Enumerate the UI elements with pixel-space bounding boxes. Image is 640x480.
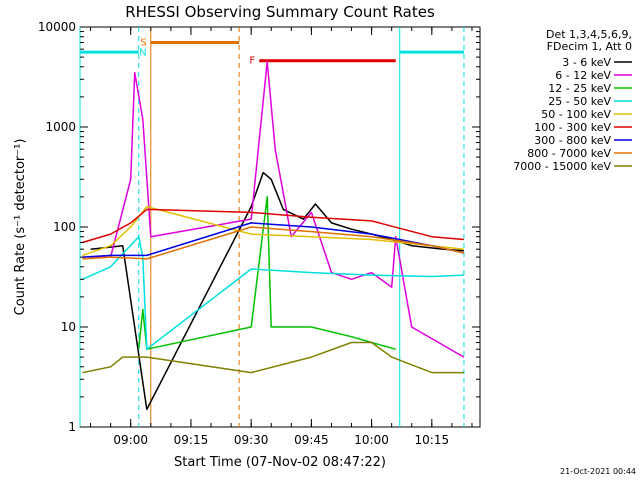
y-tick-label: 10000 <box>38 20 76 34</box>
series-line <box>137 196 396 350</box>
x-tick-label: 10:00 <box>354 433 389 447</box>
legend-entry-label: 12 - 25 keV <box>548 82 611 95</box>
legend-entry-label: 7000 - 15000 keV <box>513 160 611 173</box>
x-tick-label: 09:30 <box>234 433 269 447</box>
x-tick-label: 09:15 <box>174 433 209 447</box>
x-tick-label: 09:00 <box>113 433 148 447</box>
y-tick-label: 1 <box>68 420 76 434</box>
x-tick-label: 10:15 <box>415 433 450 447</box>
timestamp: 21-Oct-2021 00:44 <box>560 467 636 476</box>
series-line <box>90 60 465 358</box>
series-line <box>82 226 465 260</box>
x-tick-label: 09:45 <box>294 433 329 447</box>
y-tick-label: 10 <box>61 320 76 334</box>
series-line <box>90 171 464 411</box>
legend-header-line-2: FDecim 1, Att 0 <box>547 40 632 53</box>
legend-entry-label: 6 - 12 keV <box>555 69 611 82</box>
legend-entry-label: 3 - 6 keV <box>562 56 611 69</box>
chart-title: RHESSI Observing Summary Count Rates <box>125 3 435 21</box>
y-axis-label: Count Rate (s⁻¹ detector⁻¹) <box>13 139 28 316</box>
flag-label: S <box>140 37 146 48</box>
legend-entry-label: 800 - 7000 keV <box>527 147 611 160</box>
y-tick-label: 100 <box>53 220 76 234</box>
plot-area: S F N <box>79 27 465 427</box>
series-line <box>82 341 464 374</box>
flag-label: F <box>249 56 255 67</box>
series-line <box>82 205 464 257</box>
x-axis-label: Start Time (07-Nov-02 08:47:22) <box>174 455 386 470</box>
series-line <box>82 235 464 350</box>
flag-label: N <box>139 47 146 58</box>
legend-entry-label: 25 - 50 keV <box>548 95 611 108</box>
series-line <box>82 208 464 244</box>
legend-entry-label: 100 - 300 keV <box>534 121 611 134</box>
legend-entry-label: 50 - 100 keV <box>541 108 611 121</box>
legend-header-line-1: Det 1,3,4,5,6,9, <box>546 28 632 41</box>
legend-entry-label: 300 - 800 keV <box>534 134 611 147</box>
y-tick-label: 1000 <box>45 120 76 134</box>
